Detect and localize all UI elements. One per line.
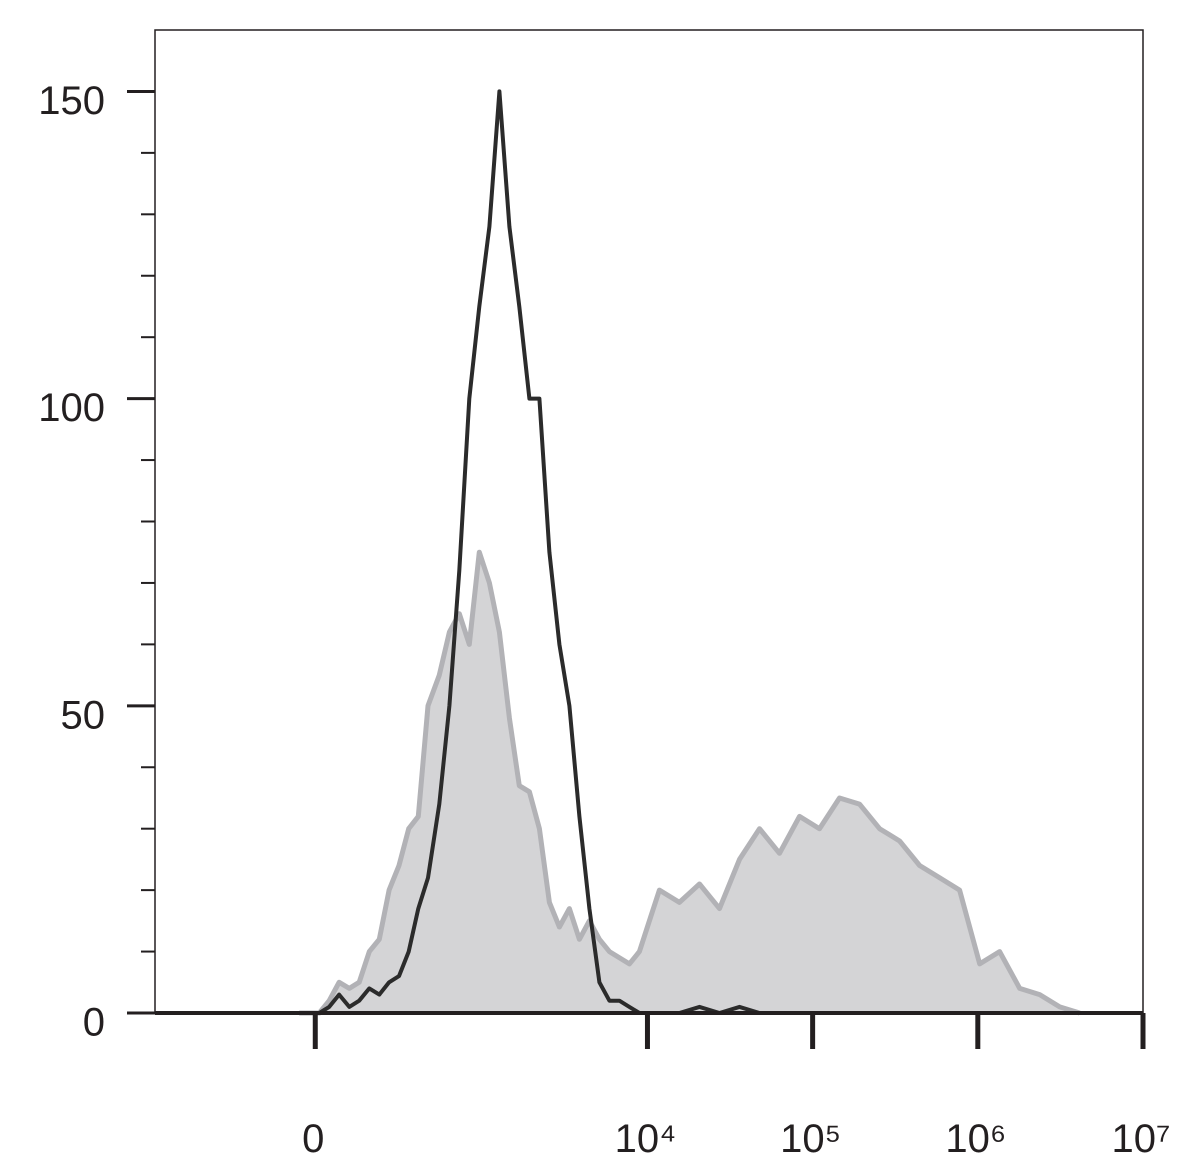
plot-frame	[154, 29, 1144, 1014]
x-tick-label: 0	[302, 1117, 324, 1161]
y-tick-label: 100	[38, 386, 105, 430]
x-tick-label: 10⁴	[615, 1117, 677, 1161]
y-tick-label: 0	[83, 1001, 105, 1045]
histogram-area	[299, 552, 1080, 1013]
x-tick-label: 10⁵	[780, 1117, 841, 1161]
y-tick-label: 50	[61, 693, 106, 737]
y-tick-label: 150	[38, 79, 105, 123]
x-tick-label: 10⁶	[945, 1117, 1006, 1161]
histogram-line	[299, 549, 1081, 1016]
x-tick-label: 10⁷	[1112, 1117, 1171, 1161]
